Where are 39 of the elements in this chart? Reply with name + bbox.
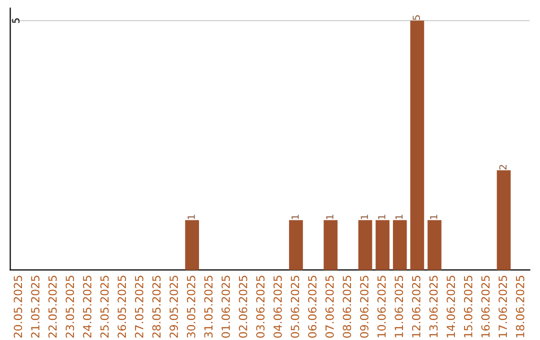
x-tick-label: 15.06.2025: [464, 276, 472, 338]
x-tick-label: 09.06.2025: [360, 276, 368, 338]
x-tick-label: 28.05.2025: [152, 276, 161, 338]
x-tick-label: 31.05.2025: [204, 276, 213, 338]
x-tick-label: 26.05.2025: [118, 276, 126, 338]
x-tick-label: 01.06.2025: [222, 276, 230, 338]
x-tick-label: 03.06.2025: [256, 276, 265, 338]
x-tick-label: 25.05.2025: [100, 276, 109, 338]
data-label: 1: [395, 214, 403, 220]
x-tick-label: 12.06.2025: [412, 276, 420, 338]
x-tick-label: 20.05.2025: [14, 276, 22, 338]
x-tick-label: 17.06.2025: [498, 276, 507, 338]
x-tick-label: 02.06.2025: [238, 276, 248, 338]
x-tick-label: 27.05.2025: [134, 276, 144, 338]
x-tick-label: 23.05.2025: [66, 276, 74, 338]
x-tick-label: 14.06.2025: [446, 276, 456, 338]
x-tick-label: 24.05.2025: [83, 276, 92, 338]
x-tick-label: 04.06.2025: [273, 276, 282, 338]
x-tick-label: 21.05.2025: [31, 276, 40, 338]
x-tick-label: 11.06.2025: [394, 276, 404, 338]
data-label: 1: [430, 214, 438, 220]
data-label: 1: [188, 214, 195, 220]
x-tick-label: 22.05.2025: [48, 276, 57, 338]
x-tick-label: 05.06.2025: [290, 276, 300, 338]
x-tick-label: 18.06.2025: [516, 276, 524, 338]
x-tick-label: 13.06.2025: [429, 276, 438, 338]
data-label: 1: [360, 214, 368, 220]
data-label: 1: [292, 214, 299, 220]
x-tick-label: 06.06.2025: [308, 276, 317, 338]
x-tick-label: 08.06.2025: [342, 276, 352, 338]
data-label: 1: [326, 214, 334, 220]
x-tick-label: 30.05.2025: [186, 276, 196, 338]
data-label: 1: [378, 214, 386, 220]
data-label: 2: [499, 165, 506, 170]
x-tick-label: 29.05.2025: [170, 276, 178, 338]
x-tick-label: 07.06.2025: [325, 276, 334, 338]
x-tick-label: 10.06.2025: [377, 276, 386, 338]
data-label: 5: [412, 15, 420, 20]
x-tick-label: 16.06.2025: [481, 276, 490, 338]
